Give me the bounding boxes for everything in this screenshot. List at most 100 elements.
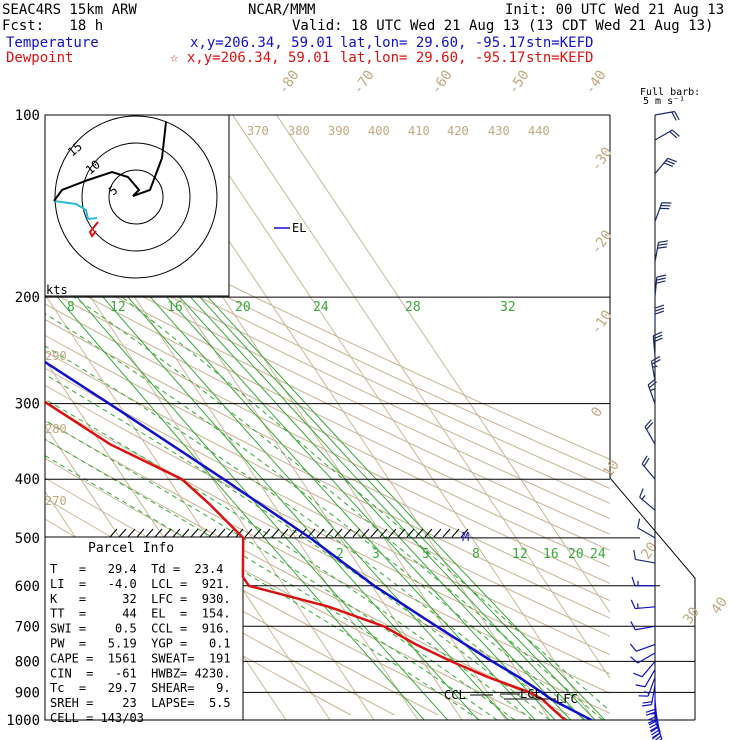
temperature-legend: Temperature: [6, 35, 99, 51]
dewpoint-profile: [45, 400, 566, 720]
mixing-ratio-label: 20: [235, 300, 251, 315]
isotherm-label: 0: [588, 404, 606, 420]
temperature-latlon: lat,lon= 29.60, -95.17: [340, 35, 526, 51]
dry-adiabat: [45, 230, 610, 504]
wind-barb-half: [644, 690, 650, 694]
wind-barb-flag: [643, 457, 650, 467]
hatch-mark: [172, 528, 181, 538]
parcel-row: Tc = 29.7 SHEAR= 9.: [50, 681, 231, 695]
wind-barb: [654, 157, 669, 175]
isotherm-label: -20: [588, 227, 616, 257]
hatch-mark: [442, 528, 451, 538]
theta-label: 390: [328, 124, 350, 138]
theta-label: 410: [408, 124, 430, 138]
isotherm-label: -80: [275, 67, 303, 97]
hodograph-ring: [54, 115, 218, 279]
model-title: SEAC4RS 15km ARW: [2, 2, 137, 18]
mixing-ratio-label: 32: [500, 300, 516, 315]
wind-barb-flag: [674, 111, 680, 121]
mixing-ratio-label: 28: [405, 300, 421, 315]
mixing-ratio-label: 24: [313, 300, 329, 315]
wind-barb-flag: [630, 599, 636, 609]
wind-barb-flag: [651, 732, 661, 739]
mixing-ratio-label: 3: [372, 547, 380, 562]
wind-barb: [644, 669, 656, 688]
pressure-label: 900: [15, 685, 40, 701]
hatch-mark: [451, 528, 460, 538]
wind-barb-flag: [669, 131, 678, 139]
wind-barb-flag: [656, 277, 666, 281]
wind-barb: [635, 606, 656, 610]
isotherm-label: -30: [588, 144, 616, 174]
dry-adiabat: [45, 273, 610, 551]
dewpoint-xy: ☆ x,y=206.34, 59.01: [170, 50, 331, 66]
wind-barb-flag: [651, 356, 661, 362]
wind-barb-flag: [651, 729, 660, 736]
hatch-mark: [145, 528, 154, 538]
mixing-ratio-label: 8: [472, 547, 480, 562]
mixing-ratio-label: 2: [336, 547, 344, 562]
wind-barb-flag: [654, 735, 662, 740]
wind-barb-flag: [656, 280, 666, 284]
valid-time: Valid: 18 UTC Wed 21 Aug 13 (13 CDT Wed …: [292, 18, 714, 34]
mixing-ratio-line: [190, 296, 585, 720]
barb-title: Full barb:: [640, 87, 700, 98]
dry-adiabat: [45, 420, 610, 714]
right-border: [609, 115, 696, 720]
wind-barb-flag: [649, 725, 659, 732]
hatch-mark: [136, 528, 145, 538]
wind-barb-flag: [654, 307, 665, 312]
wind-barb-flag: [657, 246, 667, 249]
isotherm-label: -40: [582, 67, 610, 97]
hatch-mark: [433, 528, 442, 538]
hatch-mark: [460, 528, 469, 538]
wind-barb-flag: [629, 643, 637, 652]
wind-barb-flag: [650, 726, 659, 733]
parcel-row: CAPE = 1561 SWEAT= 191: [50, 651, 231, 665]
wind-barb: [650, 684, 656, 705]
hatch-mark: [325, 528, 334, 538]
hatch-mark: [253, 528, 262, 538]
wind-barb-flag: [642, 704, 652, 707]
wind-barb-flag: [667, 157, 677, 163]
wind-barb-flag: [645, 711, 656, 716]
hatch-mark: [271, 528, 280, 538]
moist-adiabat: [45, 455, 480, 720]
hodograph-mid-layer: [53, 200, 98, 221]
wind-barb-flag: [649, 722, 659, 729]
wind-barb-half: [650, 388, 656, 392]
dry-adiabat: [45, 244, 610, 520]
pressure-label: 500: [15, 531, 40, 547]
hatch-mark: [424, 528, 433, 538]
isotherm: [276, 115, 610, 614]
theta-label: 380: [288, 124, 310, 138]
wind-barb: [650, 360, 656, 381]
hatch-mark: [280, 528, 289, 538]
wind-barb-flag: [637, 518, 641, 528]
hatch-mark: [379, 528, 388, 538]
pressure-label: 700: [15, 619, 40, 635]
wind-barb-flag: [656, 274, 667, 278]
hatch-mark: [181, 528, 190, 538]
wind-barb: [637, 652, 656, 664]
theta-label: 370: [247, 124, 269, 138]
isotherm: [45, 228, 375, 720]
isotherm-label: 40: [708, 594, 731, 617]
dewpoint-latlon: lat,lon= 29.60, -95.17: [340, 50, 526, 66]
theta-label: 440: [528, 124, 550, 138]
el-label: EL: [292, 221, 306, 235]
wind-barb: [654, 110, 675, 116]
pressure-label: 1000: [6, 713, 40, 729]
isotherm: [232, 115, 610, 680]
hodograph-low-layer: [88, 221, 99, 238]
dry-adiabat: [45, 318, 610, 602]
m-label: M: [462, 530, 469, 544]
dry-adiabat: [45, 367, 610, 656]
theta-label: 430: [488, 124, 510, 138]
dewpoint-station: stn=KEFD: [526, 50, 594, 66]
wind-barb-flag: [658, 240, 668, 243]
sounding-profiles: [45, 360, 592, 720]
hatch-mark: [154, 528, 163, 538]
dry-adiabat: [45, 477, 483, 716]
